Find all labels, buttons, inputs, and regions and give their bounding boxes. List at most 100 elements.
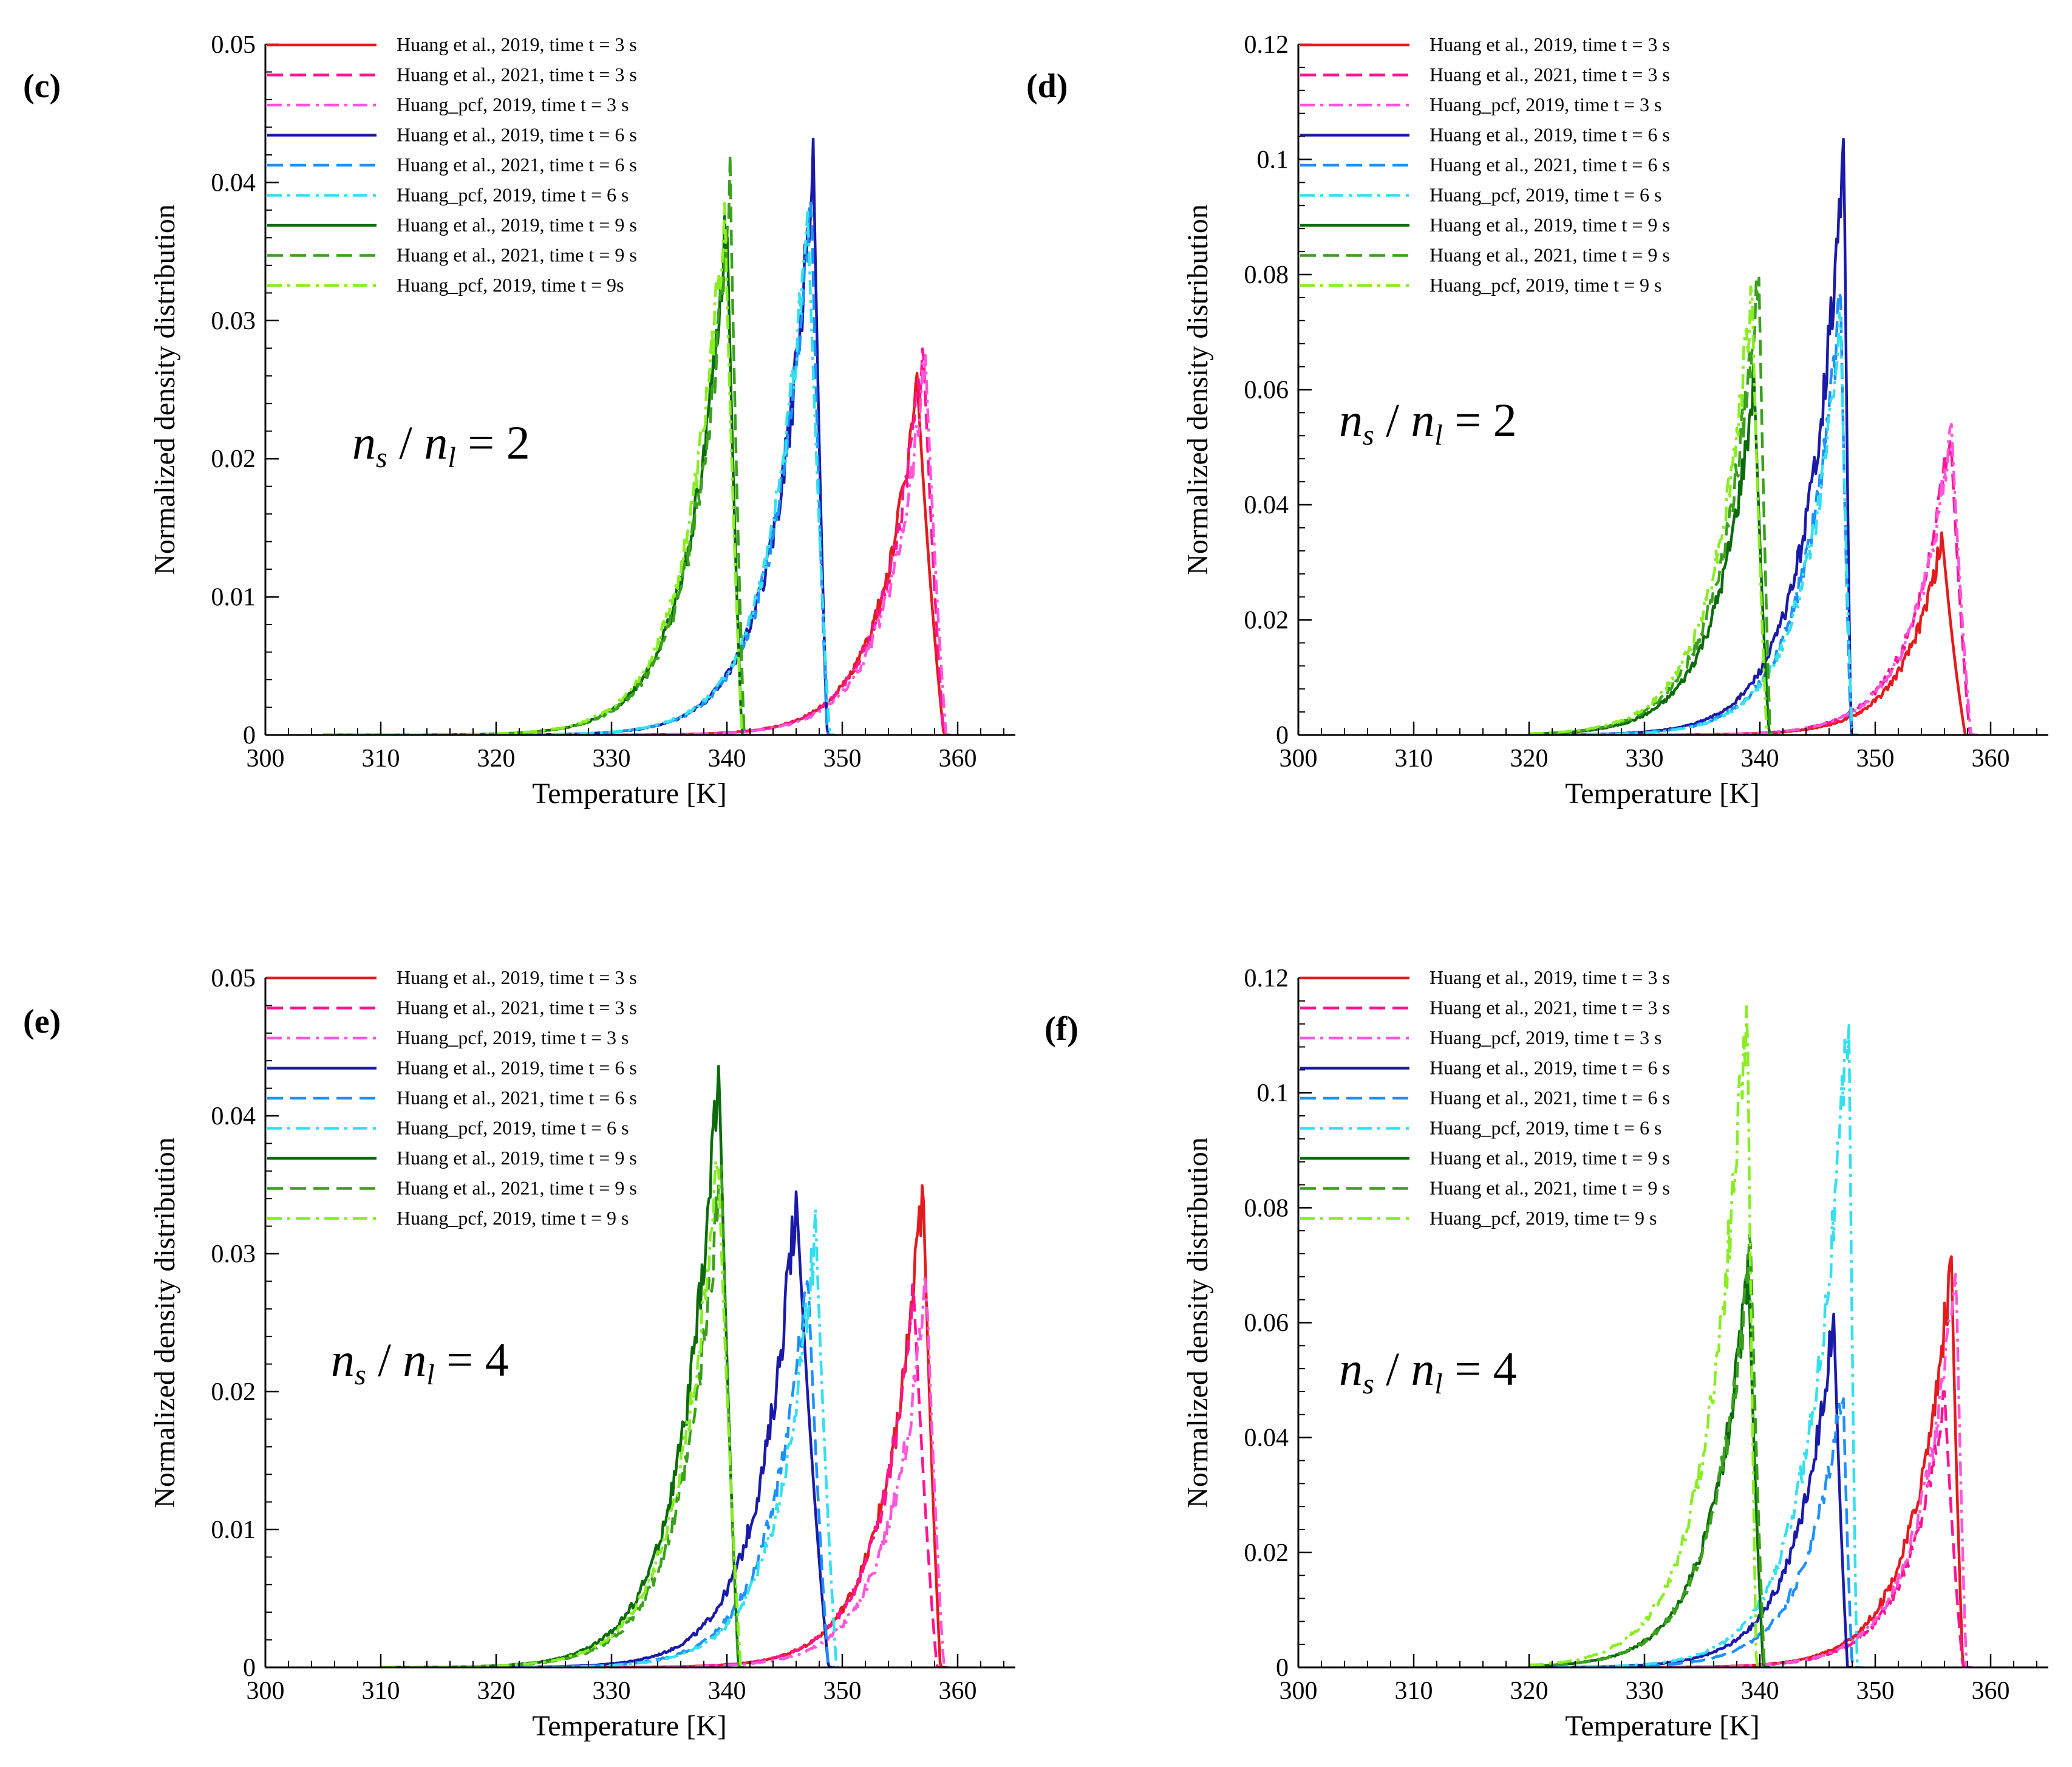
legend-label: Huang_pcf, 2019, time t= 9 s <box>1430 1207 1657 1229</box>
ratio-part: l <box>426 1359 434 1391</box>
legend-label: Huang et al., 2021, time t = 3 s <box>1430 64 1670 86</box>
panel-label: (e) <box>23 1003 61 1041</box>
chart-panel-4: (f) 300 310 320 330 340 350 360 0 0.02 0.04 0.06 0.0… <box>1045 965 2048 1742</box>
legend-label: Huang et al., 2021, time t = 3 s <box>397 64 637 86</box>
x-axis-title: Temperature [K] <box>532 778 726 810</box>
legend-label: Huang et al., 2021, time t = 3 s <box>397 997 637 1019</box>
x-tick-label: 340 <box>1741 745 1779 773</box>
legend-label: Huang_pcf, 2019, time t = 9 s <box>397 1207 629 1229</box>
legend-label: Huang et al., 2019, time t = 3 s <box>1430 966 1670 988</box>
legend-label: Huang et al., 2021, time t = 9 s <box>1430 1177 1670 1199</box>
y-axis-title: Normalized density distribution <box>149 1137 181 1508</box>
x-tick-label: 310 <box>362 745 400 773</box>
y-axis-title: Normalized density distribution <box>149 204 181 575</box>
legend-label: Huang et al., 2019, time t = 6 s <box>397 124 637 146</box>
x-tick-label: 320 <box>1510 1677 1549 1705</box>
ratio-part: s <box>1363 419 1374 451</box>
y-tick-label: 0.02 <box>211 1378 256 1406</box>
series-line <box>1528 1253 1770 1667</box>
ratio-part: n <box>424 416 448 469</box>
x-axis-title: Temperature [K] <box>1565 1710 1759 1742</box>
x-tick-label: 350 <box>1856 1677 1895 1705</box>
chart-panel-1: (c) 300 310 320 330 340 350 360 0 0.01 0.02 0.03 0.0… <box>23 31 1015 810</box>
legend: Huang et al., 2019, time t = 3 s Huang et… <box>267 966 637 1229</box>
series-line <box>323 208 836 735</box>
series-line <box>323 347 950 735</box>
ratio-part: / <box>387 416 424 469</box>
series-line <box>381 1273 950 1667</box>
series-line <box>323 199 834 735</box>
series-line <box>323 354 952 735</box>
y-tick-label: 0 <box>1276 1654 1289 1682</box>
legend-label: Huang_pcf, 2019, time t = 6 s <box>1430 1117 1661 1139</box>
ratio-part: n <box>403 1333 426 1386</box>
y-tick-label: 0 <box>1276 722 1289 750</box>
legend-label: Huang_pcf, 2019, time t = 6 s <box>397 1117 629 1139</box>
legend-label: Huang et al., 2021, time t = 6 s <box>397 154 637 176</box>
series-line <box>1529 531 1971 735</box>
y-tick-label: 0.12 <box>1244 965 1289 993</box>
legend-label: Huang et al., 2021, time t = 6 s <box>1430 154 1670 176</box>
y-tick-label: 0.04 <box>1244 1424 1289 1452</box>
x-axis-title: Temperature [K] <box>532 1710 726 1742</box>
x-tick-label: 340 <box>708 745 746 773</box>
ratio-part: s <box>355 1359 366 1391</box>
y-tick-label: 0.08 <box>1244 1194 1289 1222</box>
series-line <box>1529 423 1978 735</box>
ratio-part: = 4 <box>1443 1342 1517 1395</box>
x-tick-label: 300 <box>247 1677 285 1705</box>
ratio-part: / <box>1374 394 1411 446</box>
y-tick-label: 0.02 <box>1244 607 1289 635</box>
legend-label: Huang et al., 2021, time t = 3 s <box>1430 997 1670 1019</box>
x-tick-label: 310 <box>1395 1677 1433 1705</box>
legend: Huang et al., 2019, time t = 3 s Huang et… <box>1300 966 1670 1229</box>
series-line <box>1529 1273 1972 1667</box>
x-tick-label: 300 <box>1280 1677 1318 1705</box>
series-line <box>1529 1397 1859 1667</box>
legend-label: Huang_pcf, 2019, time t = 3 s <box>1430 1027 1661 1048</box>
panel-label: (c) <box>23 67 61 105</box>
x-tick-label: 310 <box>1395 745 1433 773</box>
ratio-part: = 4 <box>435 1333 509 1386</box>
x-tick-label: 350 <box>823 745 862 773</box>
panel-label: (d) <box>1026 67 1068 105</box>
legend-label: Huang et al., 2019, time t = 3 s <box>1430 33 1670 55</box>
x-tick-label: 330 <box>593 1677 631 1705</box>
series-line <box>1528 285 1773 735</box>
series-line <box>381 1208 843 1667</box>
x-tick-label: 360 <box>939 745 977 773</box>
ratio-annotation: ns / nl = 2 <box>352 416 530 474</box>
series-line <box>1528 276 1777 735</box>
ratio-annotation: ns / nl = 4 <box>331 1333 509 1391</box>
legend-label: Huang_pcf, 2019, time t = 3 s <box>397 94 629 115</box>
y-tick-label: 0.1 <box>1257 146 1289 174</box>
y-tick-label: 0.02 <box>1244 1539 1289 1567</box>
ratio-part: n <box>1411 394 1434 446</box>
series-group <box>1528 137 1978 735</box>
ratio-part: l <box>448 442 455 474</box>
y-tick-label: 0.12 <box>1244 31 1289 59</box>
ratio-part: l <box>1434 1368 1442 1400</box>
legend-label: Huang_pcf, 2019, time t = 6 s <box>397 184 629 206</box>
legend-label: Huang_pcf, 2019, time t = 9 s <box>1430 274 1661 296</box>
y-tick-label: 0.01 <box>211 1516 256 1544</box>
y-tick-label: 0 <box>243 722 256 750</box>
y-tick-label: 0.06 <box>1244 377 1289 405</box>
legend-label: Huang et al., 2019, time t = 9 s <box>397 214 637 236</box>
y-tick-label: 0.05 <box>211 965 256 993</box>
series-line <box>381 1190 835 1667</box>
ratio-part: l <box>1434 419 1442 451</box>
y-axis-title: Normalized density distribution <box>1182 1137 1214 1508</box>
ratio-part: n <box>352 416 376 469</box>
legend-label: Huang_pcf, 2019, time t = 6 s <box>1430 184 1661 206</box>
legend-label: Huang et al., 2021, time t = 9 s <box>397 244 637 266</box>
legend-label: Huang_pcf, 2019, time t = 3 s <box>1430 94 1661 115</box>
x-axis-title: Temperature [K] <box>1565 778 1759 810</box>
x-tick-label: 340 <box>708 1677 746 1705</box>
ratio-annotation: ns / nl = 4 <box>1339 1342 1517 1400</box>
x-tick-label: 330 <box>593 745 631 773</box>
y-tick-label: 0.05 <box>211 31 256 59</box>
x-tick-label: 360 <box>1972 1677 2010 1705</box>
x-tick-label: 300 <box>1280 745 1318 773</box>
